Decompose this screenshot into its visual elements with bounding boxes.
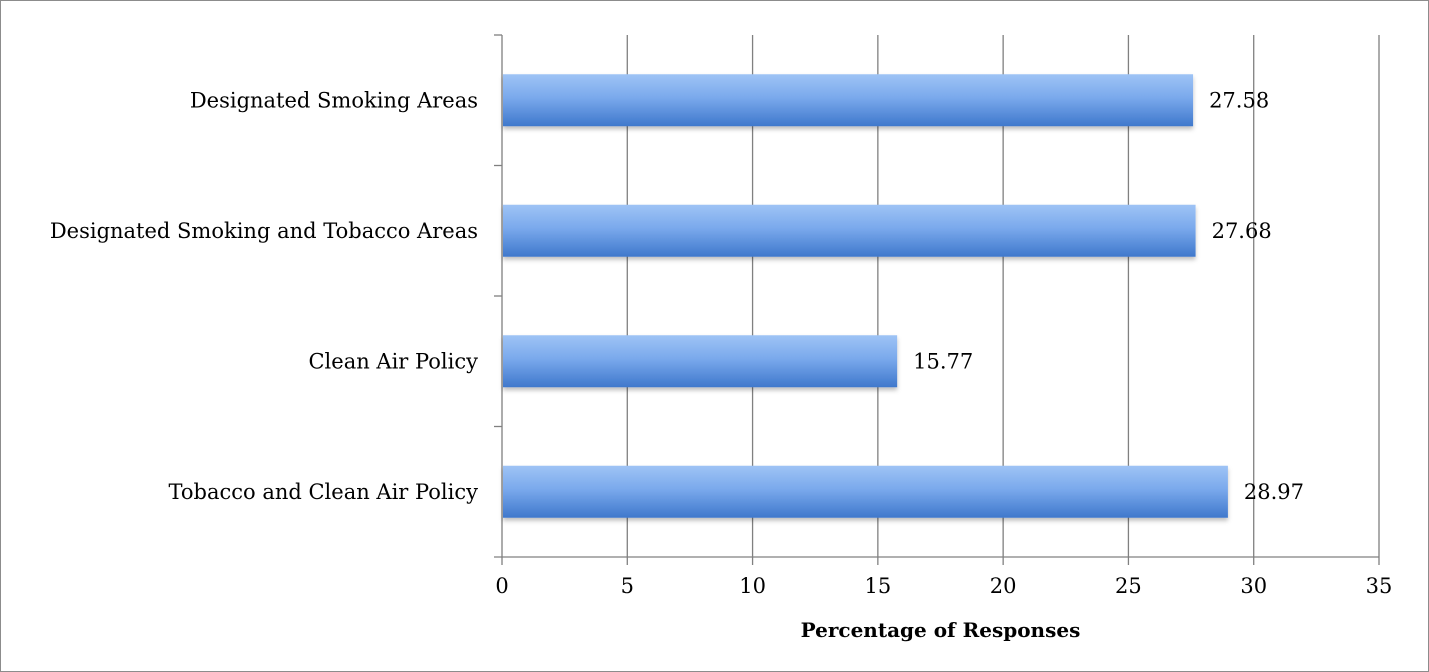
- category-label: Clean Air Policy: [308, 349, 478, 373]
- x-tick-label: 30: [1240, 574, 1267, 598]
- x-axis-title: Percentage of Responses: [801, 618, 1081, 642]
- x-tick-label: 25: [1115, 574, 1142, 598]
- category-label: Designated Smoking and Tobacco Areas: [50, 219, 478, 243]
- bar: [503, 204, 1196, 257]
- x-tick-label: 20: [990, 574, 1017, 598]
- x-tick-label: 15: [864, 574, 891, 598]
- data-label: 27.68: [1212, 219, 1272, 243]
- labels: 0 5 10 15 20 25 30 35 Designated Smoking Areas 27…: [50, 88, 1393, 598]
- x-tick-label: 5: [621, 574, 634, 598]
- axes: [494, 34, 1380, 565]
- data-label: 27.58: [1209, 88, 1269, 112]
- x-tick-label: 0: [495, 574, 508, 598]
- bar: [503, 74, 1194, 127]
- data-label: 28.97: [1244, 480, 1304, 504]
- category-label: Designated Smoking Areas: [190, 88, 478, 112]
- bar: [503, 465, 1228, 518]
- bar: [503, 335, 898, 388]
- x-tick-label: 10: [739, 574, 766, 598]
- data-label: 15.77: [913, 349, 973, 373]
- bars: [503, 74, 1228, 518]
- x-tick-label: 35: [1366, 574, 1393, 598]
- category-label: Tobacco and Clean Air Policy: [169, 480, 479, 504]
